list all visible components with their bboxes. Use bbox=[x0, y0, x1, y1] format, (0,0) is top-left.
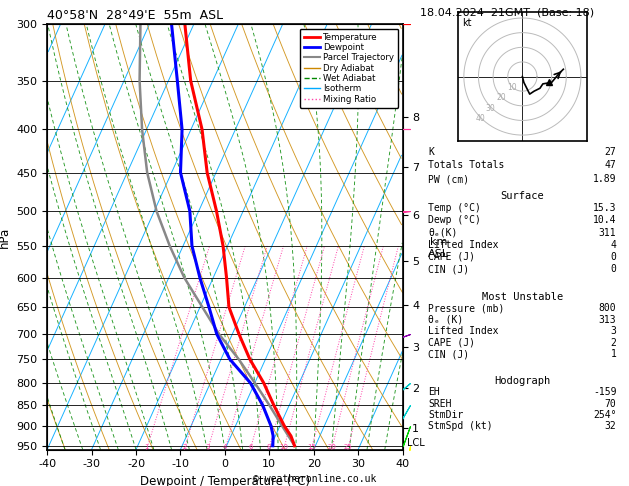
Text: CAPE (J): CAPE (J) bbox=[428, 338, 476, 347]
Text: 3: 3 bbox=[611, 326, 616, 336]
Text: 0: 0 bbox=[611, 252, 616, 262]
Text: 25: 25 bbox=[343, 444, 352, 450]
X-axis label: Dewpoint / Temperature (°C): Dewpoint / Temperature (°C) bbox=[140, 475, 310, 486]
Text: 15: 15 bbox=[307, 444, 316, 450]
Text: kt: kt bbox=[462, 18, 472, 28]
Text: StmSpd (kt): StmSpd (kt) bbox=[428, 421, 493, 431]
Text: 2: 2 bbox=[182, 444, 187, 450]
Text: 20: 20 bbox=[496, 93, 506, 102]
Text: 70: 70 bbox=[604, 399, 616, 409]
Text: EH: EH bbox=[428, 387, 440, 397]
Text: Pressure (mb): Pressure (mb) bbox=[428, 303, 504, 313]
Text: 40°58'N  28°49'E  55m  ASL: 40°58'N 28°49'E 55m ASL bbox=[47, 9, 223, 22]
Text: Lifted Index: Lifted Index bbox=[428, 326, 499, 336]
Text: 1.89: 1.89 bbox=[593, 174, 616, 184]
Text: 6: 6 bbox=[248, 444, 253, 450]
Text: 8: 8 bbox=[267, 444, 271, 450]
Text: 32: 32 bbox=[604, 421, 616, 431]
Text: 30: 30 bbox=[486, 104, 496, 113]
Text: Temp (°C): Temp (°C) bbox=[428, 203, 481, 213]
Text: PW (cm): PW (cm) bbox=[428, 174, 469, 184]
Text: 15.3: 15.3 bbox=[593, 203, 616, 213]
Text: 1: 1 bbox=[611, 349, 616, 359]
Legend: Temperature, Dewpoint, Parcel Trajectory, Dry Adiabat, Wet Adiabat, Isotherm, Mi: Temperature, Dewpoint, Parcel Trajectory… bbox=[299, 29, 398, 108]
Y-axis label: km
ASL: km ASL bbox=[428, 237, 449, 259]
Text: θₑ(K): θₑ(K) bbox=[428, 227, 458, 238]
Text: 4: 4 bbox=[611, 240, 616, 250]
Text: 18.04.2024  21GMT  (Base: 18): 18.04.2024 21GMT (Base: 18) bbox=[420, 7, 594, 17]
Text: Hodograph: Hodograph bbox=[494, 376, 550, 386]
Text: Lifted Index: Lifted Index bbox=[428, 240, 499, 250]
Text: SREH: SREH bbox=[428, 399, 452, 409]
Text: 800: 800 bbox=[599, 303, 616, 313]
Text: 47: 47 bbox=[604, 160, 616, 171]
Text: 311: 311 bbox=[599, 227, 616, 238]
Text: LCL: LCL bbox=[407, 438, 425, 448]
Text: © weatheronline.co.uk: © weatheronline.co.uk bbox=[253, 473, 376, 484]
Text: Dewp (°C): Dewp (°C) bbox=[428, 215, 481, 226]
Text: 1: 1 bbox=[145, 444, 149, 450]
Text: CAPE (J): CAPE (J) bbox=[428, 252, 476, 262]
Text: 313: 313 bbox=[599, 315, 616, 325]
Text: CIN (J): CIN (J) bbox=[428, 349, 469, 359]
Text: 3: 3 bbox=[206, 444, 210, 450]
Text: 254°: 254° bbox=[593, 410, 616, 420]
Text: StmDir: StmDir bbox=[428, 410, 464, 420]
Text: 10.4: 10.4 bbox=[593, 215, 616, 226]
Text: Surface: Surface bbox=[501, 191, 544, 201]
Text: Totals Totals: Totals Totals bbox=[428, 160, 504, 171]
Text: 40: 40 bbox=[476, 114, 485, 123]
Text: 0: 0 bbox=[611, 264, 616, 274]
Text: 4: 4 bbox=[223, 444, 227, 450]
Text: K: K bbox=[428, 147, 434, 156]
Text: 27: 27 bbox=[604, 147, 616, 156]
Text: 2: 2 bbox=[611, 338, 616, 347]
Text: Most Unstable: Most Unstable bbox=[482, 292, 563, 302]
Text: 10: 10 bbox=[507, 83, 516, 91]
Text: -159: -159 bbox=[593, 387, 616, 397]
Y-axis label: hPa: hPa bbox=[0, 226, 11, 247]
Text: CIN (J): CIN (J) bbox=[428, 264, 469, 274]
Text: 10: 10 bbox=[279, 444, 288, 450]
Text: 20: 20 bbox=[327, 444, 336, 450]
Text: θₑ (K): θₑ (K) bbox=[428, 315, 464, 325]
